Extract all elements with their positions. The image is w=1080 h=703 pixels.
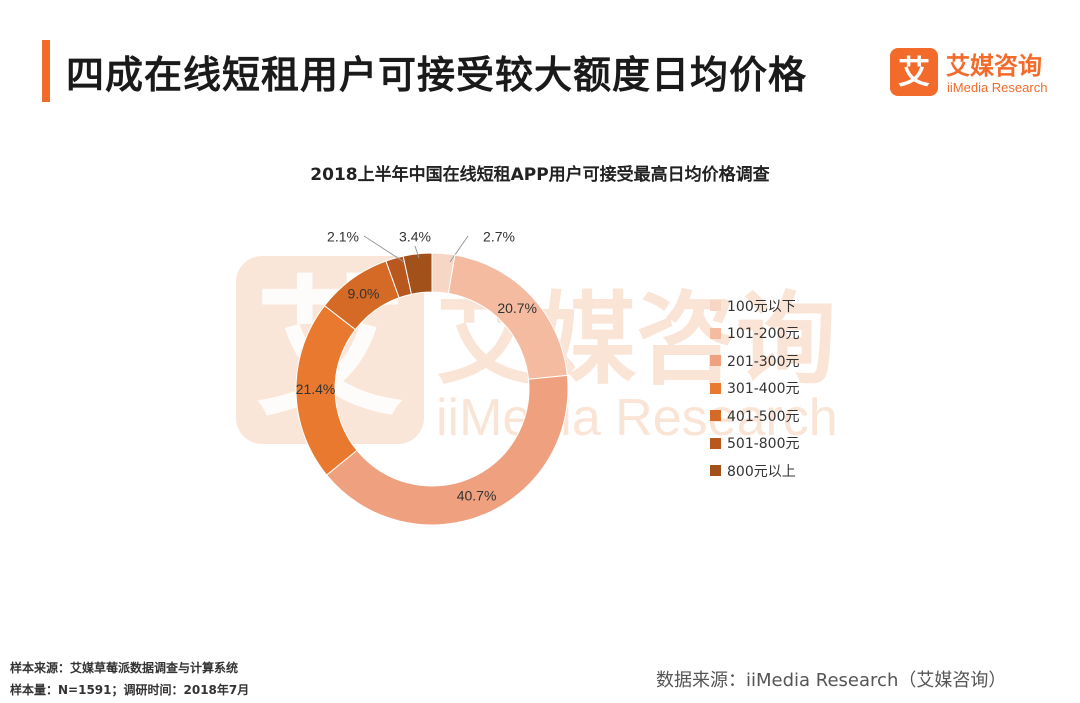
- legend-label-6: 501-800元: [727, 436, 800, 453]
- chart-legend: 100元以下 101-200元 201-300元 301-400元 401-500元 50…: [710, 292, 800, 485]
- legend-swatch-2: [710, 327, 721, 339]
- slice-7: [402, 252, 433, 295]
- legend-swatch-3: [710, 355, 721, 367]
- logo-mark-icon: 艾: [890, 48, 938, 96]
- legend-label-3: 201-300元: [727, 353, 800, 370]
- slice-leader-line-1: [449, 235, 469, 263]
- legend-label-5: 401-500元: [727, 408, 800, 425]
- legend-swatch-5: [710, 410, 721, 422]
- logo-name-en: iiMedia Research: [947, 80, 1048, 95]
- footer-sample-info: 样本来源：艾媒草莓派数据调查与计算系统 样本量：N=1591；调研时间：2018…: [10, 657, 249, 701]
- footer-sample-size: 样本量：N=1591；调研时间：2018年7月: [10, 683, 250, 697]
- slice-label-1: 2.7%: [483, 229, 515, 245]
- legend-item-2: 101-200元: [710, 320, 800, 348]
- slice-label-3: 40.7%: [457, 487, 497, 503]
- slice-3: [325, 374, 569, 526]
- legend-swatch-4: [710, 382, 721, 394]
- legend-item-4: 301-400元: [710, 375, 800, 403]
- watermark-en: iiMedia Research: [436, 389, 838, 447]
- brand-logo: 艾 艾媒咨询 iiMedia Research: [890, 48, 1066, 100]
- page-title: 四成在线短租用户可接受较大额度日均价格: [66, 53, 808, 97]
- legend-item-1: 100元以下: [710, 292, 800, 320]
- slice-leader-line-7: [414, 245, 420, 259]
- legend-swatch-6: [710, 437, 721, 449]
- legend-item-5: 401-500元: [710, 402, 800, 430]
- legend-label-1: 100元以下: [727, 298, 796, 315]
- slice-label-4: 21.4%: [296, 381, 336, 397]
- legend-swatch-1: [710, 300, 721, 312]
- slice-label-2: 20.7%: [497, 300, 537, 316]
- legend-label-2: 101-200元: [727, 326, 800, 343]
- footer-sample-source: 样本来源：艾媒草莓派数据调查与计算系统: [10, 661, 239, 675]
- legend-item-7: 800元以上: [710, 457, 800, 485]
- legend-label-4: 301-400元: [727, 381, 800, 398]
- slice-leader-line-6: [363, 235, 405, 263]
- slice-label-5: 9.0%: [348, 285, 380, 301]
- title-accent-bar: [42, 40, 50, 102]
- legend-item-3: 201-300元: [710, 347, 800, 375]
- slice-2: [447, 254, 568, 380]
- footer-data-source: 数据来源：iiMedia Research（艾媒咨询）: [656, 670, 1007, 691]
- legend-item-6: 501-800元: [710, 430, 800, 458]
- slice-label-7: 3.4%: [399, 229, 431, 245]
- slice-label-6: 2.1%: [327, 229, 359, 245]
- legend-label-7: 800元以上: [727, 463, 796, 480]
- legend-swatch-7: [710, 465, 721, 477]
- logo-name-cn: 艾媒咨询: [946, 52, 1042, 80]
- chart-title: 2018上半年中国在线短租APP用户可接受最高日均价格调查: [310, 165, 770, 185]
